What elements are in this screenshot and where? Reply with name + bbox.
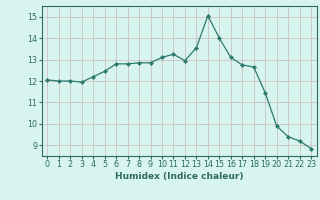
X-axis label: Humidex (Indice chaleur): Humidex (Indice chaleur)	[115, 172, 244, 181]
